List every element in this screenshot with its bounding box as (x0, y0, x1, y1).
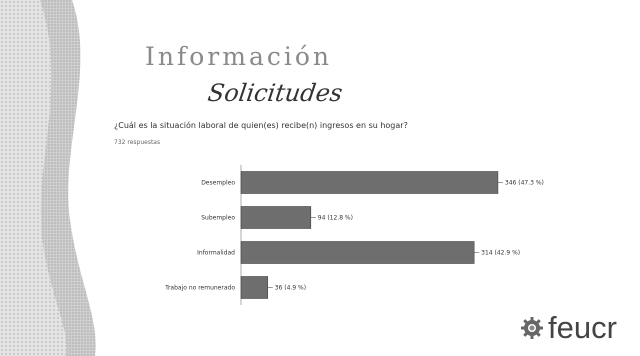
value-label-2: 314 (42.9 %) (481, 250, 520, 257)
bar-2 (240, 241, 475, 264)
logo-text: feucr (548, 310, 617, 345)
bar-1 (240, 206, 312, 229)
decorative-side-panel (0, 0, 96, 356)
category-label-0: Desempleo (201, 180, 235, 187)
feucr-logo: feucr (520, 312, 617, 343)
bar-0 (240, 171, 499, 194)
gear-icon (521, 316, 543, 339)
bar-chart: Desempleo 346 (47.3 %) Subempleo 94 (12.8 %… (164, 165, 544, 305)
page-title: Información (145, 42, 332, 71)
bar-3 (240, 276, 269, 299)
category-label-3: Trabajo no remunerado (164, 285, 235, 292)
page-subtitle: Solicitudes (206, 79, 345, 107)
responses-count: 732 respuestas (114, 139, 161, 146)
value-label-3: 36 (4.9 %) (275, 285, 306, 292)
survey-question: ¿Cuál es la situación laboral de quien(e… (114, 121, 408, 130)
value-label-1: 94 (12.8 %) (318, 215, 353, 222)
value-label-0: 346 (47.3 %) (505, 180, 544, 187)
category-label-1: Subempleo (201, 215, 235, 222)
category-label-2: Informalidad (197, 250, 235, 257)
